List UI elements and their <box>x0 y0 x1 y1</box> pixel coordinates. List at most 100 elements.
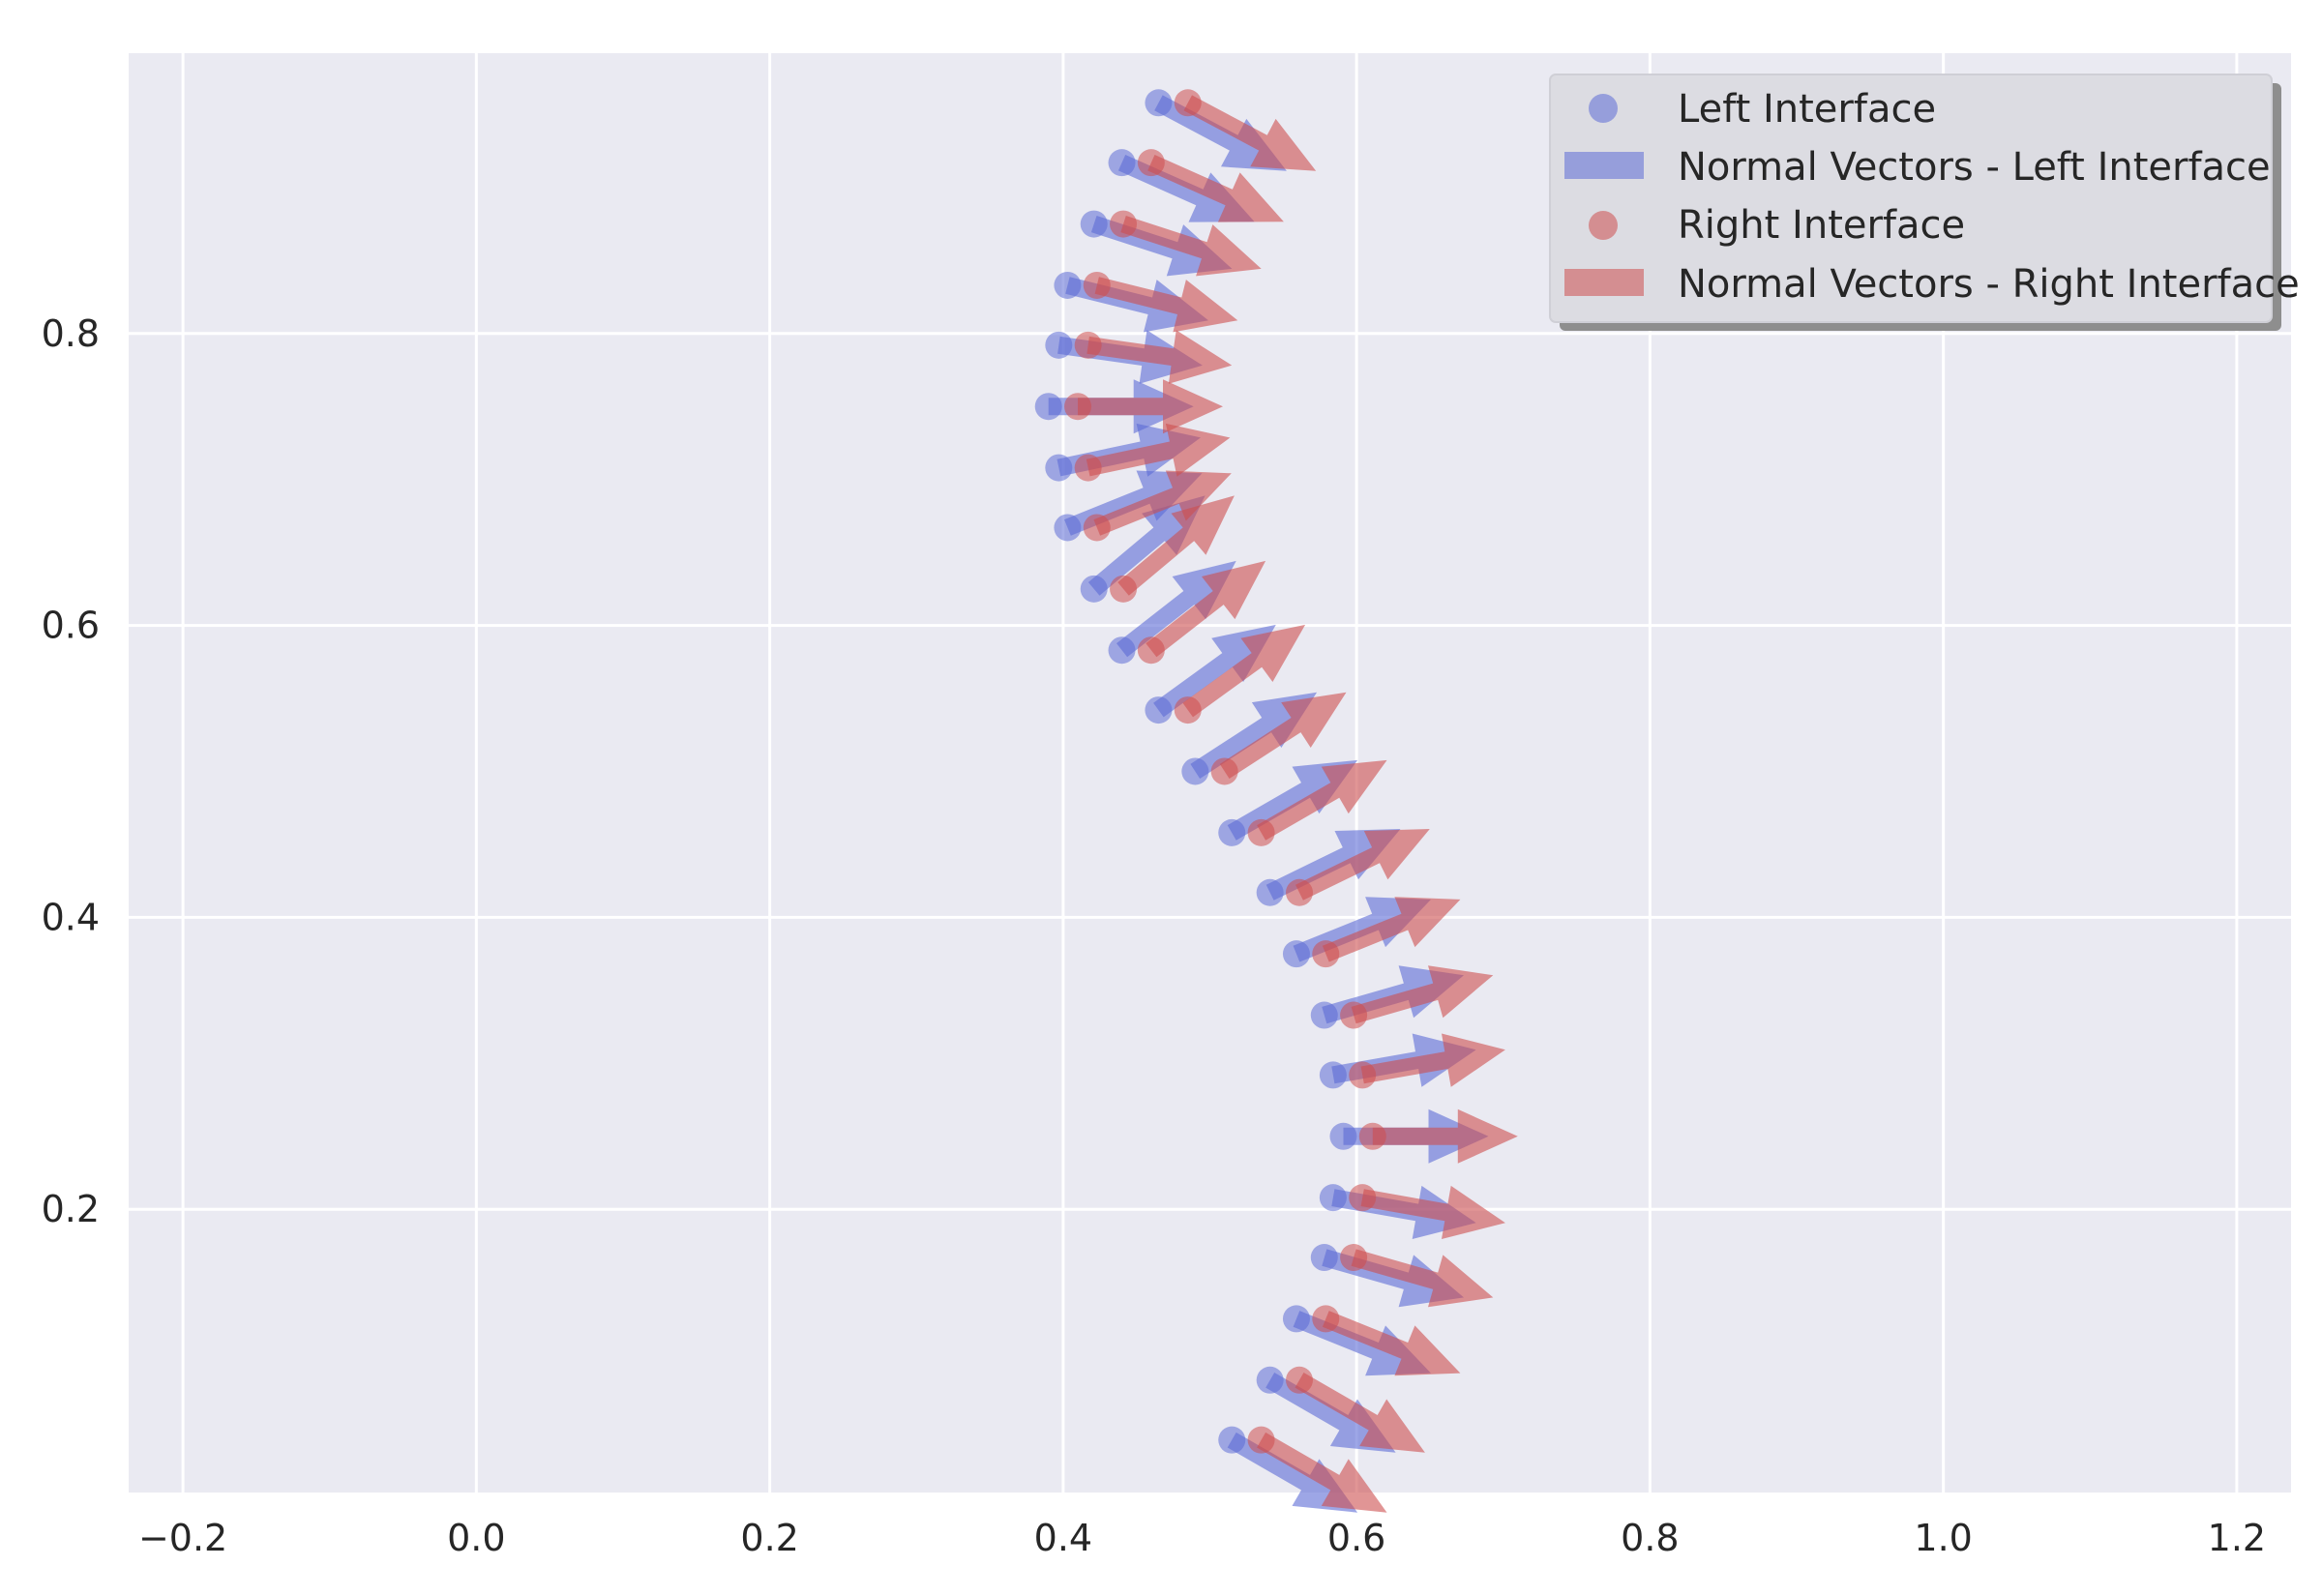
left-interface-point <box>1218 1426 1246 1454</box>
y-tick-label: 0.4 <box>42 896 100 938</box>
left-interface-point <box>1310 1244 1338 1272</box>
normal-vector-right <box>1087 330 1233 384</box>
legend-marker-right-interface <box>1589 211 1618 240</box>
normal-vector-right <box>1093 470 1232 536</box>
right-interface-point <box>1285 878 1313 906</box>
x-tick-label: 1.2 <box>2208 1517 2266 1559</box>
normal-vector-left <box>1190 692 1318 779</box>
left-interface-point <box>1256 1366 1284 1394</box>
normal-vector-right <box>1117 495 1235 596</box>
right-interface-point <box>1074 331 1102 359</box>
right-interface-point <box>1349 1184 1377 1212</box>
legend-box <box>1549 74 2273 323</box>
normal-vector-right <box>1351 965 1494 1024</box>
normal-vector-right <box>1257 1432 1387 1513</box>
normal-vector-left <box>1087 495 1206 596</box>
legend-label-left-interface: Left Interface <box>1678 87 1936 132</box>
left-interface-point <box>1181 757 1209 785</box>
right-interface-point <box>1110 575 1138 603</box>
legend-marker-left-interface <box>1589 94 1618 123</box>
right-interface-point <box>1340 1001 1368 1029</box>
right-interface-point <box>1312 940 1340 968</box>
normal-vector-right <box>1295 829 1430 901</box>
right-interface-point <box>1285 1366 1313 1394</box>
right-interface-point <box>1358 1122 1386 1150</box>
right-interface-point <box>1174 89 1202 117</box>
left-interface-point <box>1080 575 1108 603</box>
left-interface-point <box>1054 514 1082 542</box>
normal-vector-right <box>1322 897 1461 962</box>
normal-vector-left <box>1153 624 1276 718</box>
normal-vector-right <box>1147 155 1284 222</box>
normal-vector-right <box>1257 759 1387 841</box>
y-tick-label: 0.6 <box>42 605 100 647</box>
x-tick-label: 0.0 <box>447 1517 505 1559</box>
normal-vector-right <box>1182 624 1306 718</box>
normal-vectors-right-interface <box>1078 95 1518 1513</box>
normal-vector-right <box>1146 560 1266 658</box>
left-interface-point <box>1256 878 1284 906</box>
normal-vector-right <box>1360 1033 1505 1087</box>
right-interface-points <box>1064 89 1386 1454</box>
normal-vector-right <box>1351 1249 1494 1308</box>
left-interface-point <box>1145 696 1173 724</box>
left-interface-point <box>1319 1184 1347 1212</box>
y-axis-ticks: 0.2 0.4 0.6 0.8 <box>42 312 100 1230</box>
normal-vector-right <box>1322 1311 1461 1376</box>
normal-vector-right <box>1086 423 1231 477</box>
left-interface-point <box>1045 331 1073 359</box>
normal-vector-right <box>1120 216 1262 277</box>
left-interface-point <box>1282 1305 1310 1333</box>
left-interface-point <box>1034 393 1062 421</box>
right-interface-point <box>1312 1305 1340 1333</box>
x-axis-ticks: −0.2 0.0 0.2 0.4 0.6 0.8 1.0 1.2 <box>138 1517 2266 1559</box>
right-interface-point <box>1349 1061 1377 1089</box>
legend-label-right-interface: Right Interface <box>1678 203 1965 248</box>
legend-marker-normal-vectors-right <box>1564 269 1644 296</box>
y-tick-label: 0.8 <box>42 312 100 355</box>
legend-marker-normal-vectors-left <box>1564 152 1644 179</box>
y-tick-label: 0.2 <box>42 1188 100 1230</box>
right-interface-point <box>1210 757 1238 785</box>
x-tick-label: 0.2 <box>740 1517 798 1559</box>
right-interface-point <box>1110 210 1138 238</box>
right-interface-point <box>1074 454 1102 482</box>
x-tick-label: 0.4 <box>1034 1517 1092 1559</box>
left-interface-points <box>1034 89 1357 1454</box>
right-interface-point <box>1247 1426 1275 1454</box>
normal-vector-right <box>1078 379 1223 434</box>
normal-vector-right <box>1219 692 1347 779</box>
left-interface-point <box>1319 1061 1347 1089</box>
right-interface-point <box>1083 514 1111 542</box>
legend: Left Interface Normal Vectors - Left Int… <box>1549 74 2300 331</box>
legend-label-normal-vectors-left: Normal Vectors - Left Interface <box>1678 145 2271 190</box>
x-tick-label: −0.2 <box>138 1517 227 1559</box>
x-tick-label: 1.0 <box>1914 1517 1972 1559</box>
left-interface-point <box>1080 210 1108 238</box>
right-interface-point <box>1340 1244 1368 1272</box>
x-tick-label: 0.6 <box>1327 1517 1385 1559</box>
left-interface-point <box>1329 1122 1357 1150</box>
normal-vector-right <box>1360 1185 1505 1239</box>
right-interface-point <box>1137 149 1165 177</box>
right-interface-point <box>1083 271 1111 299</box>
right-interface-point <box>1174 696 1202 724</box>
left-interface-point <box>1108 149 1136 177</box>
right-interface-point <box>1064 393 1092 421</box>
left-interface-point <box>1045 454 1073 482</box>
normal-vector-right <box>1183 95 1317 171</box>
normal-vector-left <box>1116 560 1236 658</box>
legend-label-normal-vectors-right: Normal Vectors - Right Interface <box>1678 262 2300 307</box>
right-interface-point <box>1137 636 1165 665</box>
normal-vector-right <box>1094 277 1238 333</box>
right-interface-point <box>1247 818 1275 846</box>
normal-vector-right <box>1372 1108 1518 1164</box>
left-interface-point <box>1108 636 1136 665</box>
left-interface-point <box>1054 271 1082 299</box>
normal-vector-right <box>1295 1373 1425 1453</box>
left-interface-point <box>1282 940 1310 968</box>
left-interface-point <box>1310 1001 1338 1029</box>
left-interface-point <box>1218 818 1246 846</box>
x-tick-label: 0.8 <box>1621 1517 1679 1559</box>
